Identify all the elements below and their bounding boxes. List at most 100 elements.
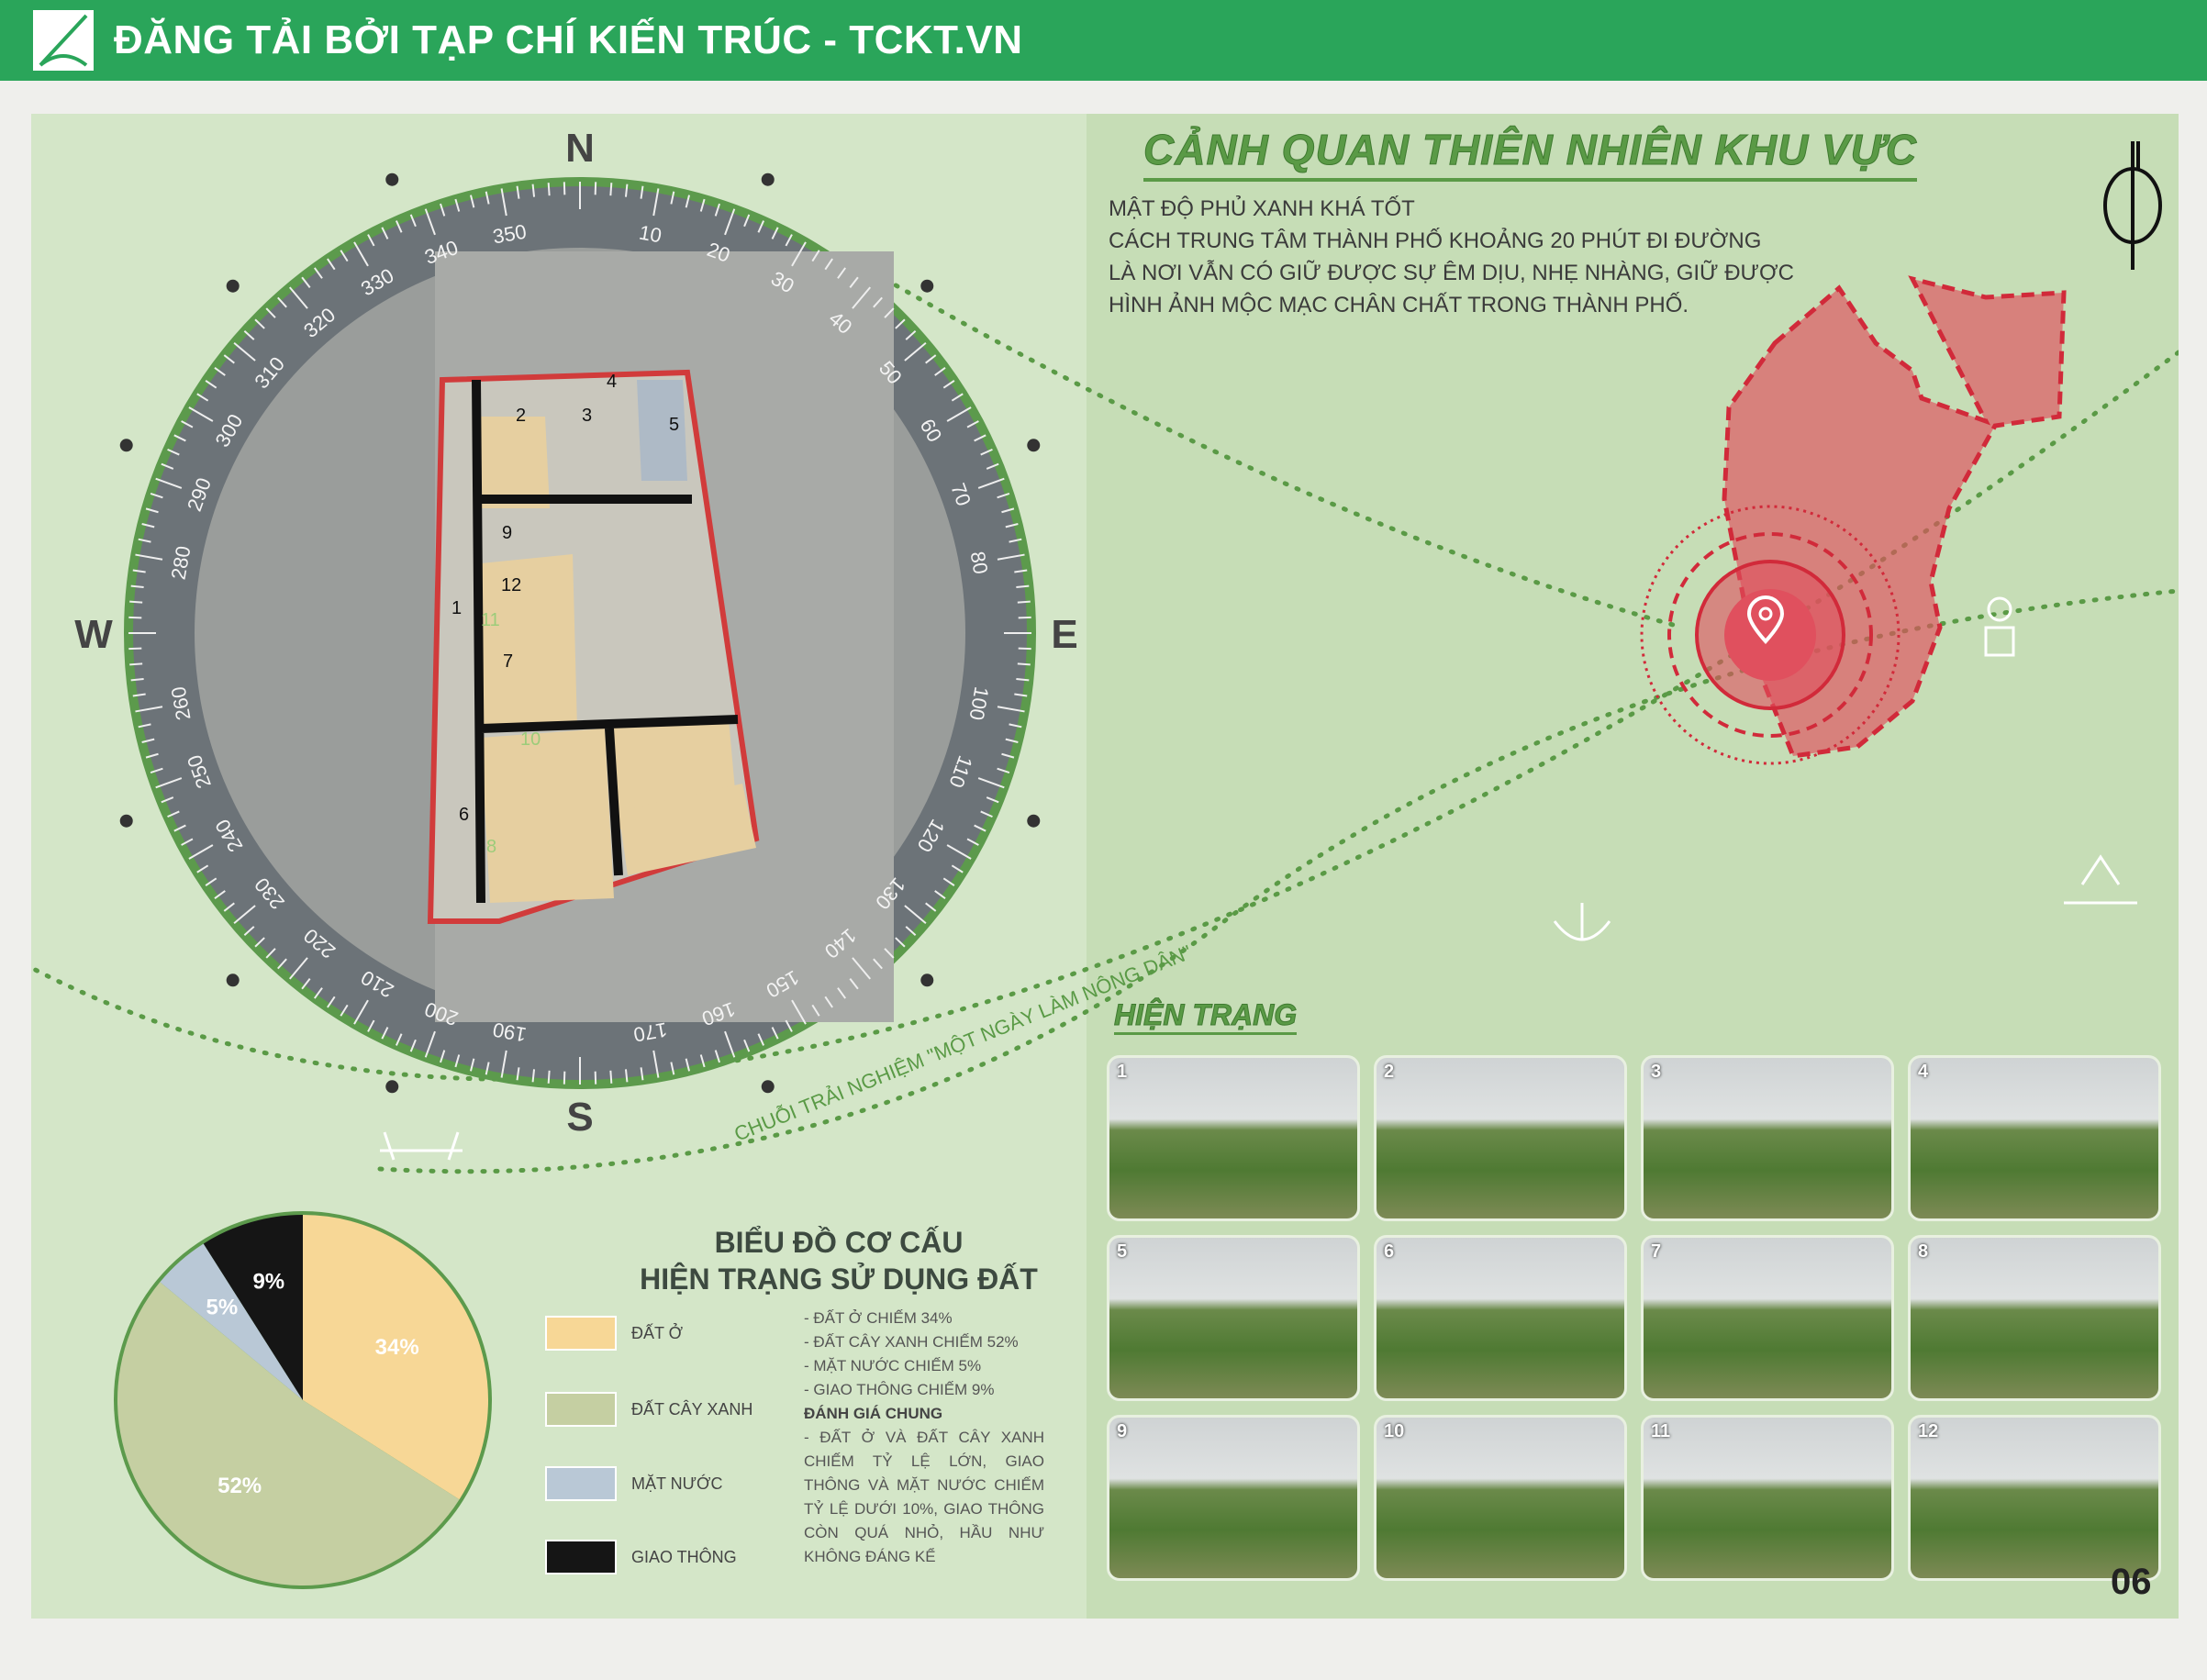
legend-item-dat-o: ĐẤT Ở (545, 1316, 683, 1351)
degree-tick (966, 420, 979, 428)
degree-tick (409, 1039, 417, 1052)
degree-tick (381, 1027, 389, 1040)
compass-dot (119, 814, 133, 828)
degree-label: 10 (637, 221, 663, 248)
degree-tick (141, 523, 155, 528)
degree-tick (714, 203, 720, 217)
degree-tick (951, 393, 964, 402)
legend-label: ĐẤT Ở (631, 1323, 684, 1342)
degree-tick (381, 227, 389, 239)
compass-dot (1027, 439, 1041, 452)
route-path-3 (882, 276, 1686, 630)
degree-tick (895, 937, 906, 948)
degree-tick (1017, 662, 1031, 666)
degree-tick (811, 250, 820, 262)
degree-tick (214, 890, 226, 899)
legend-label: ĐẤT CÂY XANH (631, 1399, 753, 1419)
site-photo: 12 (1908, 1415, 2161, 1581)
degree-tick (395, 1033, 403, 1046)
legend-swatch (545, 1466, 617, 1501)
parcel-label: 1 (451, 598, 462, 618)
site-photo: 1 (1107, 1055, 1360, 1221)
degree-tick (132, 569, 146, 573)
degree-tick (138, 538, 151, 543)
pie-label: 52% (217, 1474, 262, 1498)
legend-label: MẶT NƯỚC (631, 1474, 723, 1493)
degree-tick (243, 926, 255, 936)
compass-rose (124, 177, 1036, 1089)
degree-tick (265, 307, 276, 318)
pie-slice (160, 1243, 303, 1400)
degree-tick (895, 318, 906, 329)
degree-tick (367, 234, 375, 247)
degree-tick (1009, 538, 1022, 543)
degree-tick (188, 844, 214, 860)
degree-tick (685, 195, 690, 208)
compass-dot (761, 172, 775, 186)
degree-tick (181, 838, 194, 846)
pie-label: 9% (252, 1269, 284, 1294)
chart-title-line: HIỆN TRẠNG SỬ DỤNG ĐẤT (640, 1263, 1038, 1296)
degree-tick (785, 1019, 793, 1032)
degree-tick (609, 1070, 613, 1084)
compass-dot (920, 279, 934, 293)
desc-line: MẬT ĐỘ PHỦ XANH KHÁ TỐT (1109, 196, 1415, 221)
degree-tick (129, 662, 143, 666)
degree-tick (849, 276, 859, 288)
compass-dot (119, 439, 133, 452)
degree-tick (997, 493, 1010, 499)
degree-tick (1009, 723, 1022, 729)
degree-tick (724, 1030, 736, 1058)
degree-tick (205, 877, 217, 886)
degree-tick (254, 937, 265, 948)
degree-tick (852, 957, 872, 980)
degree-tick (966, 838, 979, 846)
degree-tick (327, 996, 336, 1008)
degree-tick (470, 1058, 475, 1072)
photo-number: 1 (1117, 1062, 1128, 1082)
degree-tick (1005, 738, 1019, 743)
degree-tick (986, 796, 999, 804)
legend-swatch (545, 1540, 617, 1574)
degree-tick (196, 393, 209, 402)
degree-tick (724, 208, 736, 236)
degree-tick (233, 905, 256, 925)
degree-tick (905, 926, 917, 936)
degree-tick (547, 1070, 551, 1084)
pie-chart: 34% 52% 5% 9% (114, 1211, 492, 1589)
degree-tick (130, 584, 144, 589)
desc-line: LÀ NƠI VẪN CÓ GIỮ ĐƯỢC SỰ ÊM DỊU, NHẸ NH… (1109, 261, 1794, 285)
location-pin-icon (1746, 595, 1785, 644)
parcel-label: 4 (607, 372, 617, 392)
degree-tick (196, 864, 209, 873)
degree-tick (791, 999, 807, 1025)
degree-tick (470, 195, 475, 208)
degree-tick (424, 208, 436, 236)
photo-number: 12 (1918, 1421, 1939, 1441)
tug-of-war-icon (380, 1131, 463, 1161)
photo-number: 3 (1651, 1062, 1662, 1082)
photo-number: 2 (1384, 1062, 1395, 1082)
degree-tick (670, 191, 675, 205)
degree-tick (161, 796, 174, 804)
degree-tick (150, 767, 163, 773)
degree-label: 80 (966, 550, 993, 575)
degree-tick (624, 1069, 629, 1083)
degree-tick (714, 1050, 720, 1063)
degree-tick (771, 227, 779, 239)
legend-item-giao-thong: GIAO THÔNG (545, 1540, 737, 1574)
degree-tick (233, 341, 256, 362)
current-state-title: HIỆN TRẠNG (1113, 998, 1298, 1035)
degree-tick (946, 844, 972, 860)
pie-slice (303, 1215, 488, 1500)
photo-number: 7 (1651, 1241, 1662, 1262)
degree-tick (135, 553, 163, 561)
stat-line: - MẶT NƯỚC CHIẾM 5% (804, 1357, 982, 1374)
degree-tick (145, 752, 159, 759)
degree-tick (130, 677, 144, 682)
photo-number: 10 (1384, 1421, 1405, 1441)
degree-tick (824, 996, 833, 1008)
degree-tick (167, 810, 180, 818)
land-use-stats: - ĐẤT Ở CHIẾM 34% - ĐẤT CÂY XANH CHIẾM 5… (804, 1307, 1044, 1569)
degree-tick (531, 184, 536, 197)
